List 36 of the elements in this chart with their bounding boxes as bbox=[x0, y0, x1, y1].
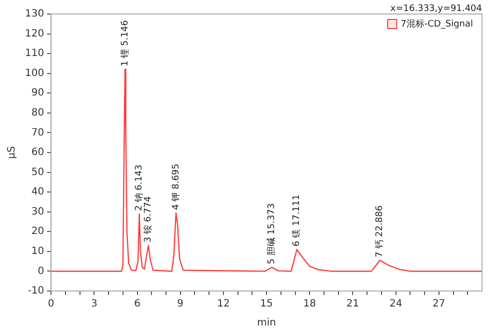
y-tick-label: 40 bbox=[31, 186, 44, 198]
y-tick-label: 60 bbox=[31, 147, 44, 158]
x-tick-label: 9 bbox=[177, 298, 184, 310]
x-tick-label: 15 bbox=[260, 298, 273, 310]
x-tick-label: 27 bbox=[432, 298, 446, 310]
y-tick-label: -10 bbox=[28, 286, 44, 297]
annotation: 5 胆碱 15.373 bbox=[266, 203, 278, 264]
y-tick-label: 80 bbox=[31, 108, 44, 119]
x-tick-label: 18 bbox=[303, 298, 316, 310]
y-tick-label: 100 bbox=[24, 68, 44, 79]
y-tick-label: 10 bbox=[31, 246, 44, 258]
x-tick-label: 0 bbox=[48, 298, 54, 310]
y-tick-label: 30 bbox=[31, 206, 44, 218]
x-tick-label: 12 bbox=[217, 298, 230, 310]
annotation: 2 钠 6.143 bbox=[134, 164, 145, 211]
annotation: 4 钾 8.695 bbox=[170, 164, 182, 210]
y-tick-label: 50 bbox=[31, 166, 44, 178]
x-tick-label: 3 bbox=[90, 298, 98, 310]
x-tick-label: 21 bbox=[346, 298, 360, 310]
text: x=16.333,y=91.404 bbox=[390, 4, 482, 14]
y-axis-title: μS bbox=[6, 146, 18, 159]
annotation: 3 铵 6.774 bbox=[142, 196, 154, 242]
y-tick-label: 90 bbox=[31, 88, 44, 99]
annotation: 7 钙 22.886 bbox=[374, 205, 386, 258]
x-tick-label: 24 bbox=[389, 298, 402, 310]
annotation: 1 锂 5.146 bbox=[119, 20, 130, 66]
y-tick-label: 70 bbox=[31, 127, 44, 138]
legend-label: 7混标-CD_Signal bbox=[400, 18, 474, 30]
annotation: 6 镁 17.111 bbox=[291, 194, 302, 246]
y-tick-label: 130 bbox=[24, 8, 44, 20]
y-tick-label: 120 bbox=[24, 28, 44, 40]
y-tick-label: 110 bbox=[24, 48, 44, 60]
y-tick-label: 20 bbox=[31, 226, 44, 238]
y-tick-label: 0 bbox=[38, 266, 44, 277]
x-tick-label: 6 bbox=[134, 298, 140, 310]
x-axis-title: min bbox=[257, 318, 276, 329]
